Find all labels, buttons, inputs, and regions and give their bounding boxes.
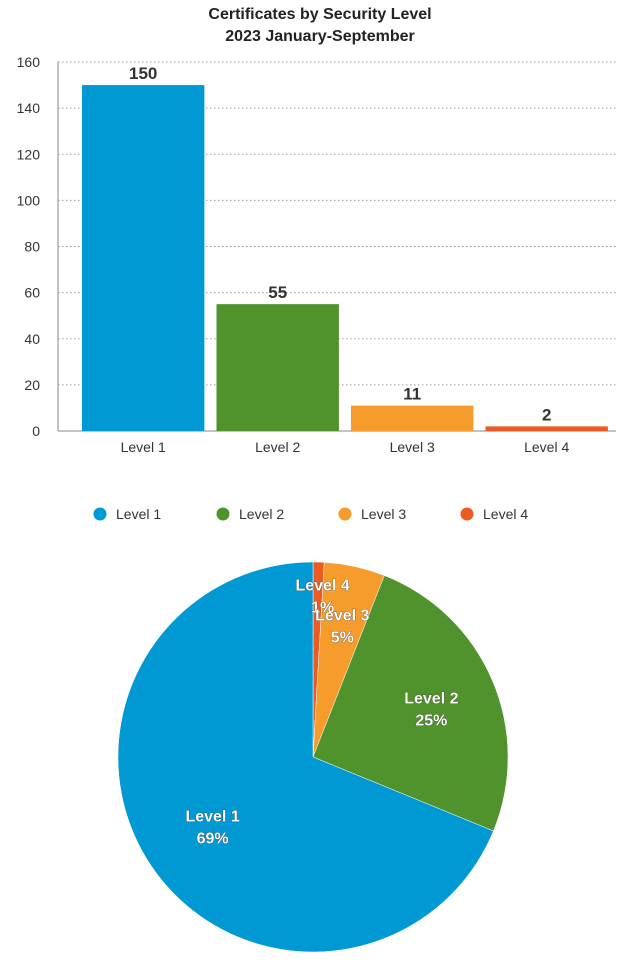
- y-tick-label: 40: [24, 331, 40, 347]
- chart-title: Certificates by Security Level: [208, 6, 431, 23]
- pie-percent-level-3: 5%: [331, 630, 354, 647]
- pie-percent-level-4: 1%: [311, 599, 334, 616]
- pie-label-level-4: Level 4: [295, 577, 349, 594]
- legend-swatch-level-1: [93, 507, 107, 521]
- legend-label-level-4: Level 4: [483, 506, 528, 522]
- bar-level-2: [216, 304, 339, 431]
- bar-level-3: [351, 405, 474, 431]
- y-tick-label: 20: [24, 377, 40, 393]
- pie-slice-level-2: [312, 575, 509, 832]
- pie-label-level-1: Level 1: [185, 808, 239, 825]
- data-label-level-2: 55: [268, 283, 287, 302]
- chart-subtitle: 2023 January-September: [225, 28, 414, 45]
- pie-slice-level-1: [117, 561, 494, 953]
- bar-level-1: [82, 85, 205, 431]
- data-label-level-1: 150: [129, 64, 157, 83]
- bar-level-4: [485, 426, 608, 431]
- pie-label-level-2: Level 2: [404, 690, 458, 707]
- legend-label-level-1: Level 1: [116, 506, 161, 522]
- data-label-level-4: 2: [542, 405, 551, 424]
- x-tick-label-level-2: Level 2: [255, 439, 300, 455]
- y-tick-label: 100: [17, 192, 41, 208]
- legend-label-level-3: Level 3: [361, 506, 406, 522]
- pie-labels: Level 4 1%Level 3 5% Level 2 25% Level 1 69%: [185, 577, 459, 847]
- pie-label-level-3: Level 3: [315, 608, 369, 625]
- y-axis-ticks: 0 20 40 60 80 100 120 140 160: [17, 54, 41, 439]
- x-axis-labels: Level 1 Level 2 Level 3 Level 4: [121, 439, 570, 455]
- y-tick-label: 140: [17, 100, 41, 116]
- x-tick-label-level-4: Level 4: [524, 439, 569, 455]
- legend-swatch-level-3: [338, 507, 352, 521]
- pie-percent-level-2: 25%: [415, 712, 447, 729]
- legend: Level 1 Level 2 Level 3 Level 4: [93, 506, 528, 522]
- y-tick-label: 0: [32, 423, 40, 439]
- y-tick-label: 80: [24, 239, 40, 255]
- y-tick-label: 120: [17, 146, 41, 162]
- x-tick-label-level-1: Level 1: [121, 439, 166, 455]
- legend-swatch-level-2: [216, 507, 230, 521]
- legend-swatch-level-4: [460, 507, 474, 521]
- pie-percent-level-1: 69%: [197, 830, 229, 847]
- legend-label-level-2: Level 2: [239, 506, 284, 522]
- pie-chart: [117, 561, 509, 953]
- y-tick-label: 60: [24, 285, 40, 301]
- bar-series: 150 55 11 2: [82, 64, 608, 431]
- x-tick-label-level-3: Level 3: [390, 439, 435, 455]
- data-label-level-3: 11: [403, 385, 421, 404]
- y-tick-label: 160: [17, 54, 41, 70]
